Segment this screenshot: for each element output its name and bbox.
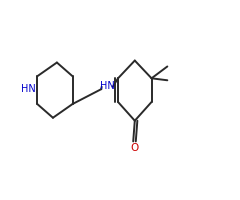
Text: HN: HN xyxy=(21,84,36,94)
Text: HN: HN xyxy=(100,81,114,91)
Text: O: O xyxy=(131,143,139,153)
